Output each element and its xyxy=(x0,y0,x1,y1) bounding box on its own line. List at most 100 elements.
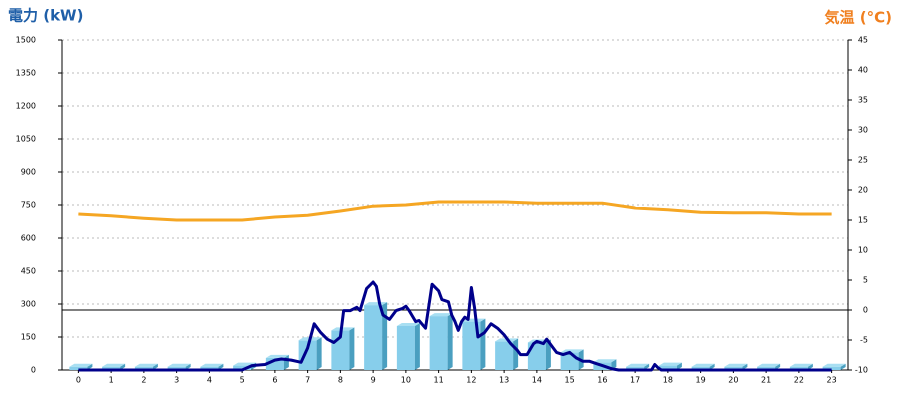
y2-tick-label: 40 xyxy=(858,66,868,75)
y-tick-label: 1350 xyxy=(16,69,36,78)
bar-top xyxy=(265,354,289,358)
bar xyxy=(69,366,88,370)
x-tick-label: 7 xyxy=(305,376,310,385)
bar xyxy=(233,365,252,370)
bar xyxy=(789,366,808,370)
bar-side xyxy=(807,363,813,370)
bar-side xyxy=(414,323,420,370)
bar xyxy=(429,316,448,370)
bar-side xyxy=(709,363,715,370)
bar-top xyxy=(789,363,813,367)
bar-side xyxy=(120,363,126,370)
bar-side xyxy=(382,302,388,370)
bar-side xyxy=(775,363,781,370)
bar xyxy=(200,366,219,370)
x-tick-label: 20 xyxy=(728,376,738,385)
bar-side xyxy=(676,362,682,370)
bar xyxy=(527,342,546,370)
x-tick-label: 19 xyxy=(696,376,706,385)
y2-tick-label: 5 xyxy=(863,276,868,285)
y2-tick-label: -5 xyxy=(860,336,868,345)
x-tick-label: 11 xyxy=(434,376,444,385)
y-tick-label: 300 xyxy=(21,300,36,309)
y2-tick-label: 10 xyxy=(858,246,868,255)
x-tick-label: 16 xyxy=(597,376,607,385)
bar-top xyxy=(364,302,388,306)
x-tick-label: 21 xyxy=(761,376,771,385)
bar-side xyxy=(742,363,748,370)
y-tick-label: 1050 xyxy=(16,135,36,144)
bar-side xyxy=(218,363,224,370)
bar xyxy=(495,341,514,370)
bar-side xyxy=(840,363,846,370)
y-axis-label: 電力 (kW) xyxy=(8,7,83,25)
y-tick-label: 750 xyxy=(21,201,36,210)
bar xyxy=(658,365,677,370)
bar-top xyxy=(200,363,224,367)
x-tick-label: 12 xyxy=(466,376,476,385)
x-tick-label: 6 xyxy=(272,376,277,385)
bar-top xyxy=(626,363,650,367)
x-tick-label: 23 xyxy=(827,376,837,385)
x-tick-label: 22 xyxy=(794,376,804,385)
bar-side xyxy=(87,363,93,370)
y-tick-label: 450 xyxy=(21,267,36,276)
bar-top xyxy=(724,363,748,367)
y-tick-label: 600 xyxy=(21,234,36,243)
y2-tick-label: 20 xyxy=(858,186,868,195)
y2-tick-label: -10 xyxy=(855,366,868,375)
bar-side xyxy=(545,339,551,370)
bar xyxy=(167,366,186,370)
bar-side xyxy=(185,363,191,370)
x-tick-label: 18 xyxy=(663,376,673,385)
y-tick-label: 1200 xyxy=(16,102,36,111)
x-tick-label: 10 xyxy=(401,376,411,385)
bar-side xyxy=(447,313,453,370)
y2-tick-label: 0 xyxy=(863,306,868,315)
bar-top xyxy=(134,363,158,367)
y2-tick-label: 35 xyxy=(858,96,868,105)
bar-top xyxy=(822,363,846,367)
bar xyxy=(626,366,645,370)
bar-top xyxy=(167,363,191,367)
bar xyxy=(757,366,776,370)
bar xyxy=(396,326,415,370)
y2-tick-label: 15 xyxy=(858,216,868,225)
y-tick-label: 1500 xyxy=(16,36,36,45)
y2-tick-label: 30 xyxy=(858,126,868,135)
x-tick-label: 13 xyxy=(499,376,509,385)
bar-top xyxy=(560,349,584,353)
bar-top xyxy=(658,362,682,366)
bar xyxy=(822,366,841,370)
x-tick-label: 0 xyxy=(76,376,81,385)
x-tick-label: 8 xyxy=(338,376,343,385)
bar-side xyxy=(349,327,355,370)
bar-side xyxy=(611,359,617,370)
y2-tick-label: 45 xyxy=(858,36,868,45)
bar xyxy=(298,340,317,370)
line xyxy=(78,200,832,222)
x-tick-label: 2 xyxy=(141,376,146,385)
y2-axis-label: 気温 (°C) xyxy=(825,9,892,27)
bar-top xyxy=(102,363,126,367)
bar-side xyxy=(152,363,158,370)
bar-top xyxy=(429,313,453,317)
y2-tick-label: 25 xyxy=(858,156,868,165)
x-tick-label: 3 xyxy=(174,376,179,385)
x-tick-label: 1 xyxy=(109,376,114,385)
bar xyxy=(364,305,383,370)
bar-top xyxy=(69,363,93,367)
x-tick-label: 5 xyxy=(240,376,245,385)
y-tick-label: 150 xyxy=(21,333,36,342)
bar-side xyxy=(513,338,519,370)
x-tick-label: 17 xyxy=(630,376,640,385)
bar xyxy=(102,366,121,370)
bar-top xyxy=(396,323,420,326)
bar xyxy=(134,366,153,370)
bar-side xyxy=(316,337,322,370)
bar-top xyxy=(593,359,617,363)
bar-side xyxy=(480,318,486,370)
y-tick-label: 900 xyxy=(21,168,36,177)
y-tick-label: 0 xyxy=(31,366,36,375)
